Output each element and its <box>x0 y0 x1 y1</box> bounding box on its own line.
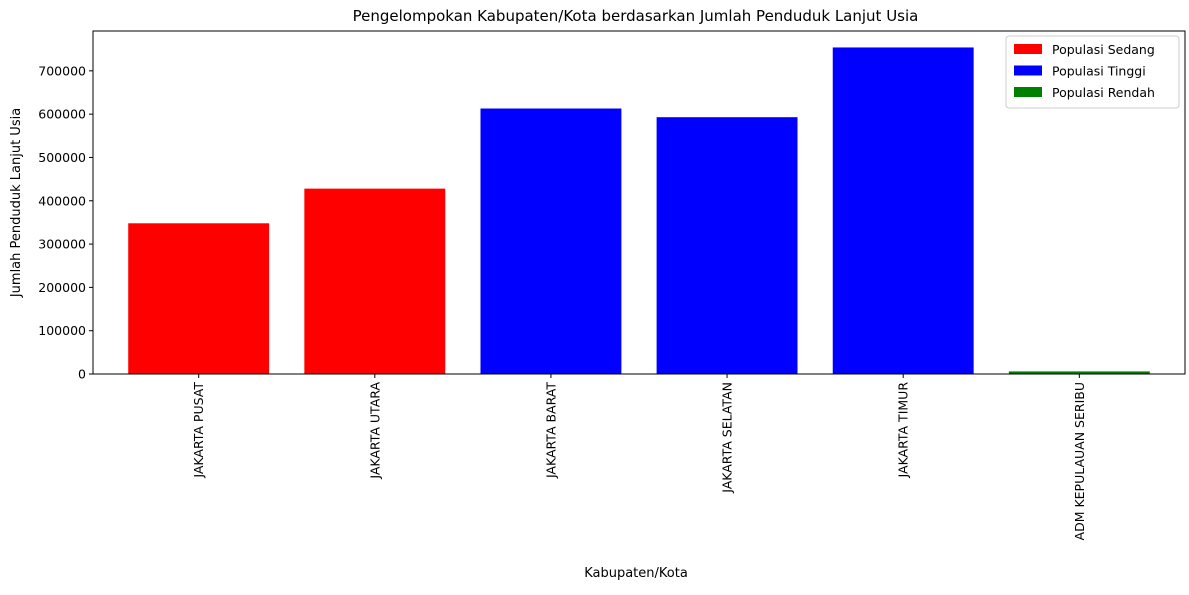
bar-jakarta-selatan <box>656 117 798 375</box>
y-tick-label: 400000 <box>38 193 86 208</box>
plot-frame <box>92 30 1186 375</box>
x-tick-label: JAKARTA PUSAT <box>191 382 206 479</box>
legend-box <box>1005 35 1180 109</box>
bars-group <box>128 47 1150 375</box>
legend-label: Populasi Rendah <box>1052 85 1155 100</box>
y-tick-label: 700000 <box>38 63 86 78</box>
x-tick-label: JAKARTA TIMUR <box>896 382 911 479</box>
bar-jakarta-utara <box>304 188 446 374</box>
y-tick-label: 300000 <box>38 237 86 252</box>
y-tick-label: 200000 <box>38 280 86 295</box>
x-tick-label: JAKARTA SELATAN <box>720 382 735 494</box>
x-tick-label: JAKARTA BARAT <box>543 382 558 479</box>
bar-adm-kepulauan-seribu <box>1008 371 1150 374</box>
y-tick-label: 100000 <box>38 323 86 338</box>
y-tick-label: 0 <box>78 367 86 382</box>
legend-swatch <box>1014 44 1042 54</box>
x-tick-label: JAKARTA UTARA <box>367 382 382 480</box>
y-tick-label: 600000 <box>38 107 86 122</box>
bar-jakarta-timur <box>832 47 974 375</box>
y-tick-label: 500000 <box>38 150 86 165</box>
y-axis-label: Jumlah Penduduk Lanjut Usia <box>9 108 24 298</box>
legend-label: Populasi Sedang <box>1052 42 1155 57</box>
y-axis: 0 100000 200000 300000 400000 500000 600000 700… <box>38 63 93 382</box>
legend: Populasi Sedang Populasi Tinggi Populasi R… <box>1005 35 1180 109</box>
chart-title: Pengelompokan Kabupaten/Kota berdasarkan… <box>353 7 919 25</box>
legend-swatch <box>1014 65 1042 76</box>
legend-swatch <box>1014 87 1042 97</box>
x-tick-label: ADM KEPULAUAN SERIBU <box>1072 382 1087 540</box>
x-axis: JAKARTA PUSAT JAKARTA UTARA JAKARTA BARAT J… <box>191 374 1087 540</box>
bar-jakarta-barat <box>480 108 622 375</box>
x-axis-label: Kabupaten/Kota <box>584 566 688 581</box>
bar-jakarta-pusat <box>128 223 270 374</box>
legend-label: Populasi Tinggi <box>1052 64 1146 79</box>
